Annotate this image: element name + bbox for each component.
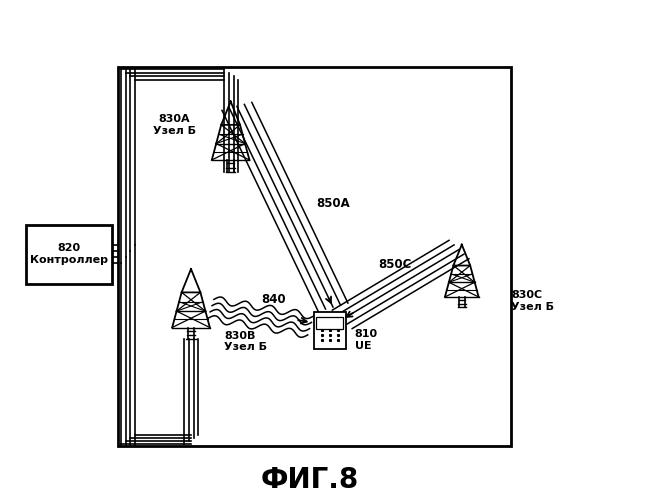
Text: 840: 840 — [262, 292, 286, 306]
Text: 820
Контроллер: 820 Контроллер — [30, 244, 108, 265]
Text: ФИГ.8: ФИГ.8 — [261, 466, 359, 494]
Bar — [316, 317, 343, 328]
Bar — [119, 67, 511, 446]
Text: 850A: 850A — [316, 197, 350, 210]
Bar — [26, 224, 112, 284]
Text: 830B
Узел Б: 830B Узел Б — [224, 331, 267, 352]
Text: 830A
Узел Б: 830A Узел Б — [153, 114, 196, 136]
Text: 810
UE: 810 UE — [355, 329, 378, 350]
Text: 830C
Узел Б: 830C Узел Б — [511, 290, 554, 312]
Bar — [314, 312, 346, 349]
Text: 850C: 850C — [378, 258, 412, 270]
